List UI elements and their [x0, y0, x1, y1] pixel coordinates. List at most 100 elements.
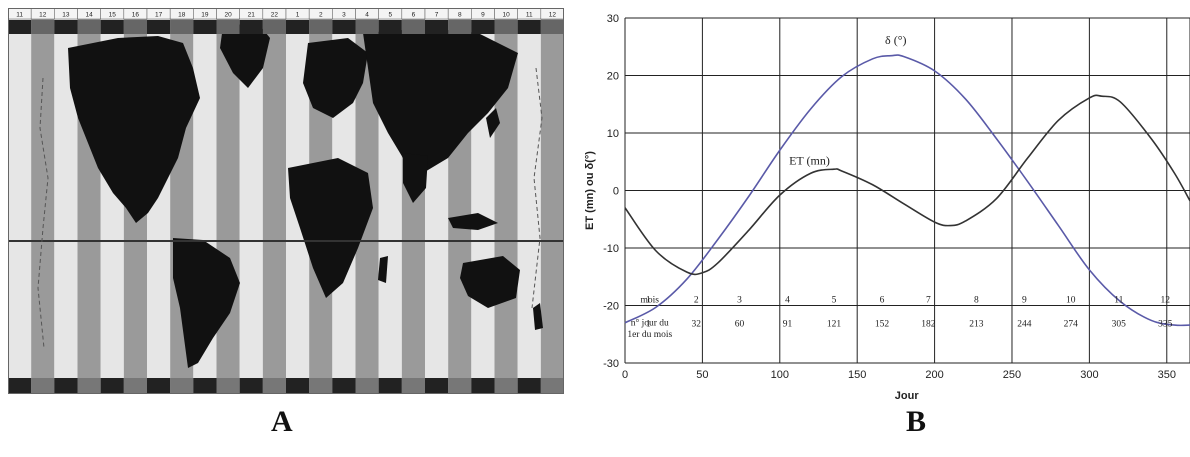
zone-header-bar [355, 20, 379, 34]
africa-landmass [288, 158, 373, 298]
zone-header-bar [216, 20, 240, 34]
zone-footer-bar [216, 378, 240, 393]
zone-header-bar [8, 20, 32, 34]
greenland-landmass [220, 23, 270, 88]
y-axis-title: ET (mn) ou δ(°) [584, 151, 596, 230]
x-tick-label: 350 [1158, 369, 1176, 381]
chart-series [624, 54, 1190, 327]
table-row-label: n° jour du [631, 318, 669, 329]
zone-footer-bar [332, 378, 356, 393]
zone-header-band: 11 12 13 14 15 16 17 18 19 20 21 22 1 2 3 4 5 6 7 8 9 10 11 12 [8, 8, 564, 34]
zone-header-label: 6 [412, 12, 416, 19]
zone-header-bar [309, 20, 333, 34]
zone-header-bar [100, 20, 124, 34]
madagascar-island [378, 256, 388, 283]
table-month-number: 4 [785, 296, 790, 306]
table-month-number: 3 [737, 296, 742, 306]
y-tick-label: -20 [603, 301, 619, 313]
zone-footer-bar [239, 378, 263, 393]
time-zone-stripe [262, 8, 286, 394]
zone-footer-bar [471, 378, 495, 393]
x-tick-label: 150 [848, 369, 866, 381]
y-tick-label: 0 [613, 186, 619, 198]
zone-header-bar [494, 20, 518, 34]
table-month-number: 1 [646, 296, 651, 306]
zone-header-label: 11 [526, 12, 533, 19]
zone-header-bar [31, 20, 55, 34]
zone-header-label: 12 [39, 12, 47, 19]
zone-footer-bar [54, 378, 78, 393]
zone-footer-bar [170, 378, 194, 393]
zone-header-bar [517, 20, 541, 34]
table-month-number: 11 [1114, 296, 1123, 306]
zone-header-label: 2 [319, 12, 323, 19]
australia-landmass [460, 256, 520, 308]
series-line-delta [624, 54, 1190, 327]
table-first-day: 121 [827, 320, 842, 330]
japan-islands [486, 108, 500, 138]
y-axis-ticks: -30 -20 -10 0 10 20 30 [603, 13, 619, 370]
zone-header-label: 14 [85, 12, 93, 19]
time-zone-stripe [239, 8, 263, 394]
y-tick-label: 10 [607, 128, 619, 140]
zone-header-bar [123, 20, 147, 34]
time-zone-stripe [540, 8, 564, 394]
x-tick-label: 250 [1003, 369, 1021, 381]
x-tick-label: 200 [925, 369, 943, 381]
table-first-day: 60 [735, 320, 745, 330]
zone-header-label: 20 [224, 12, 232, 19]
zone-header-label: 5 [388, 12, 392, 19]
zone-footer-bar [309, 378, 333, 393]
zone-header-bar [471, 20, 495, 34]
map-canvas: 11 12 13 14 15 16 17 18 19 20 21 22 1 2 3 4 5 6 7 8 9 10 11 12 [8, 8, 564, 394]
table-month-number: 9 [1022, 296, 1027, 306]
zone-header-label: 10 [502, 12, 510, 19]
zone-footer-bar [494, 378, 518, 393]
table-month-number: 8 [974, 296, 979, 306]
zone-footer-bar [401, 378, 425, 393]
table-first-day: 335 [1158, 320, 1173, 330]
x-axis-title: Jour [895, 390, 920, 402]
table-month-number: 10 [1066, 296, 1076, 306]
new-zealand-islands [533, 303, 543, 330]
x-tick-label: 300 [1080, 369, 1098, 381]
asia-landmass [363, 28, 518, 173]
annotation-et: ET (mn) [789, 154, 830, 168]
zone-header-label: 9 [481, 12, 485, 19]
table-first-day: 244 [1017, 320, 1032, 330]
zone-header-bar [401, 20, 425, 34]
table-first-day: 213 [969, 320, 984, 330]
table-month-number: 6 [880, 296, 885, 306]
zone-footer-bar [517, 378, 541, 393]
y-tick-label: 20 [607, 71, 619, 83]
zone-footer-bar [123, 378, 147, 393]
zone-footer-bar [8, 378, 32, 393]
south-america-landmass [173, 238, 240, 368]
zone-footer-bar [147, 378, 171, 393]
x-axis-ticks: 0 50 100 150 200 250 300 350 [622, 369, 1176, 381]
zone-header-bar [193, 20, 217, 34]
zone-footer-bar [193, 378, 217, 393]
panel-label-a: A [271, 405, 293, 438]
zone-header-label: 17 [155, 12, 163, 19]
india-landmass [403, 153, 428, 203]
zone-header-label: 4 [365, 12, 369, 19]
x-tick-label: 0 [622, 369, 628, 381]
zone-header-bar [77, 20, 101, 34]
zone-header-bar [332, 20, 356, 34]
zone-header-label: 7 [435, 12, 439, 19]
y-tick-label: -30 [603, 358, 619, 370]
y-tick-label: -10 [603, 243, 619, 255]
table-first-day: 152 [875, 320, 890, 330]
europe-landmass [303, 38, 368, 118]
zone-header-bar [286, 20, 310, 34]
table-month-number: 7 [926, 296, 931, 306]
zone-footer-bar [262, 378, 286, 393]
zone-header-bar [170, 20, 194, 34]
zone-header-label: 12 [549, 12, 557, 19]
zone-header-bar [54, 20, 78, 34]
table-first-day: 91 [783, 320, 793, 330]
zone-header-bar [262, 20, 286, 34]
time-zone-stripe [517, 8, 541, 394]
